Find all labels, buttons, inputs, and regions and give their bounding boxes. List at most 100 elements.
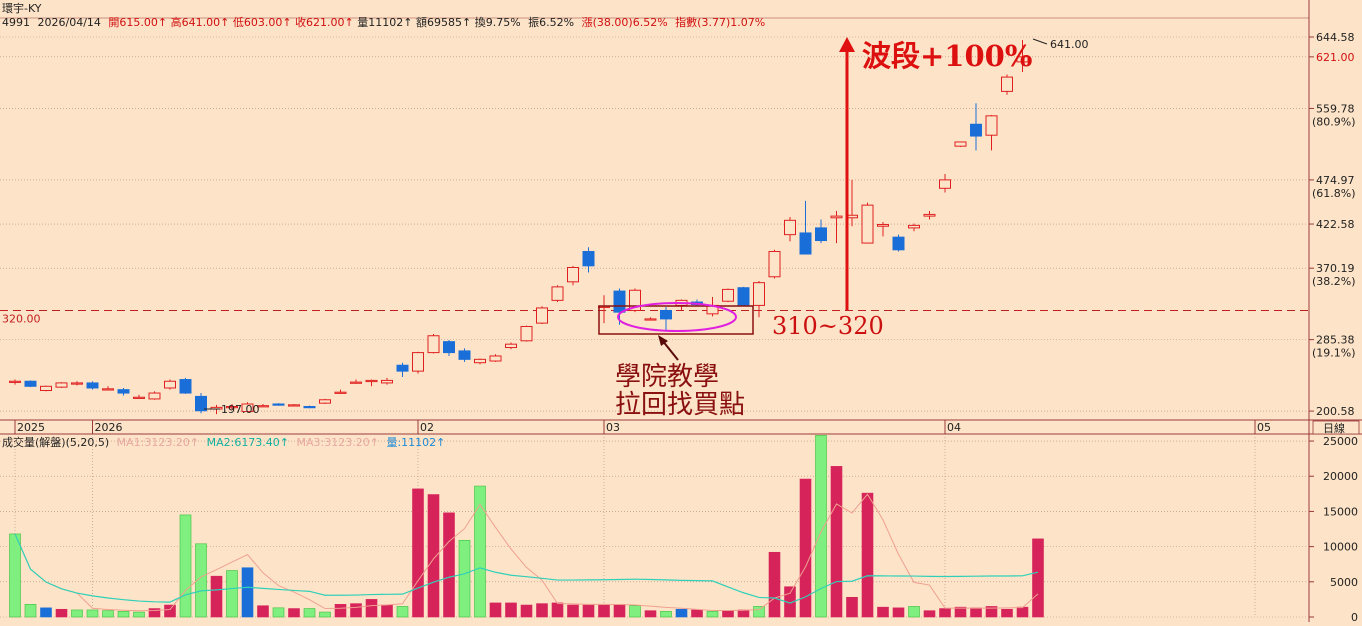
volume-bar <box>443 512 455 618</box>
candle-body <box>737 287 750 306</box>
candle-body <box>164 380 176 389</box>
volume-bar <box>706 611 719 618</box>
volume-bar <box>815 435 827 618</box>
volume-bar <box>474 485 486 618</box>
volume-bar <box>40 607 52 618</box>
date-tick-label: 02 <box>420 421 434 434</box>
candle-body <box>179 379 192 394</box>
candle-body <box>9 380 21 383</box>
pointer-arrow-head <box>658 335 668 346</box>
volume-bar <box>582 604 595 618</box>
candle-body <box>71 382 83 385</box>
volume-bar <box>799 478 812 618</box>
volume-bar <box>195 543 207 618</box>
volume-bar <box>102 610 114 618</box>
candle-body <box>257 405 269 408</box>
volume-bar <box>350 603 362 618</box>
candle-body <box>272 403 285 406</box>
volume-bar <box>272 607 285 618</box>
volume-bar <box>861 492 874 618</box>
candle-body <box>24 380 37 387</box>
wave-gain-label: 波段+100% <box>862 39 1032 73</box>
candle-body <box>520 325 533 342</box>
volume-axis: 0 5000 10000 15000 20000 25000 <box>1309 435 1358 624</box>
volume-tick-label: 15000 <box>1323 505 1358 518</box>
support-range-label: 310~320 <box>772 312 884 340</box>
volume-bar <box>117 611 130 618</box>
candle-body <box>412 352 424 372</box>
candle-body <box>861 204 874 244</box>
volume-value: 量11102↑ <box>357 16 412 29</box>
price-tick-percent: (80.9%) <box>1312 115 1356 128</box>
volume-bar <box>86 609 99 618</box>
candle-body <box>923 213 936 217</box>
volume-bar <box>179 514 192 618</box>
candle-body <box>474 358 486 364</box>
candle-body <box>226 406 238 409</box>
candle-body <box>660 309 672 320</box>
candle-body <box>768 250 781 278</box>
volume-bar <box>722 610 734 618</box>
candle-body <box>319 399 331 404</box>
volume-bar <box>210 575 223 618</box>
volume-bar <box>520 604 533 618</box>
candle-body <box>381 379 393 384</box>
candle-body <box>505 343 517 349</box>
candle-body <box>350 381 362 384</box>
volume-tick-label: 25000 <box>1323 435 1358 448</box>
volume-bar <box>629 605 641 618</box>
volume-bar <box>846 596 858 618</box>
volume-bar <box>334 604 347 618</box>
period-button-label[interactable]: 日線 <box>1323 421 1345 435</box>
candle-body <box>148 392 161 400</box>
candle-body <box>334 391 347 394</box>
candle-body <box>303 406 316 409</box>
candle-body <box>939 179 951 189</box>
volume-bar <box>396 606 409 618</box>
candle-body <box>133 396 145 399</box>
turnover-value: 換9.75% <box>475 16 521 29</box>
candle-body <box>396 364 409 372</box>
candlestick-series <box>9 40 1029 415</box>
volume-bar <box>1001 608 1013 618</box>
volume-bar <box>691 609 703 618</box>
amount-value: 額69585↑ <box>416 16 471 29</box>
price-tick-label: 621.00 <box>1316 51 1355 64</box>
volume-header: 成交量(解盤)(5,20,5) MA1:3123.20↑ MA2:6173.40… <box>2 435 445 449</box>
candle-body <box>892 236 905 251</box>
period-button[interactable] <box>1312 420 1360 435</box>
change-value: 漲(38.00)6.52% <box>582 16 668 29</box>
open-value: 開615.00↑ <box>108 16 167 29</box>
volume-bar <box>954 606 967 618</box>
price-axis: 644.58 621.00 559.78(80.9%) 474.97(61.8%) 42… <box>1309 31 1356 418</box>
quote-line: 4991 2026/04/14 開615.00↑ 高641.00↑ 低603.0… <box>2 15 765 29</box>
volume-ma1: MA1:3123.20↑ <box>117 436 199 449</box>
candle-body <box>970 123 982 137</box>
index-value: 指數(3.77)1.07% <box>675 15 765 29</box>
candle-body <box>86 382 99 389</box>
volume-bars <box>9 435 1044 618</box>
volume-bar <box>427 494 440 618</box>
date-tick-label: 03 <box>606 421 620 434</box>
volume-tick-label: 0 <box>1351 611 1358 622</box>
volume-bar <box>660 611 672 618</box>
volume-bar <box>257 605 269 618</box>
volume-ma1-line <box>14 493 1039 612</box>
candle-body <box>830 215 843 219</box>
date-tick-label: 05 <box>1257 421 1271 434</box>
study-note-line1: 學院教學 <box>615 362 719 392</box>
volume-bar <box>613 604 626 618</box>
volume-tick-label: 5000 <box>1330 576 1358 589</box>
volume-bar <box>288 608 300 618</box>
volume-bar <box>892 607 905 618</box>
volume-bar <box>226 570 238 618</box>
candle-body <box>1016 56 1029 63</box>
volume-bar <box>939 608 951 618</box>
volume-ma3: MA3:3123.20↑ <box>297 436 379 449</box>
high-value: 高641.00↑ <box>171 15 230 29</box>
volume-bar <box>753 606 765 618</box>
volume-bar <box>551 602 564 618</box>
candle-body <box>1001 76 1013 92</box>
